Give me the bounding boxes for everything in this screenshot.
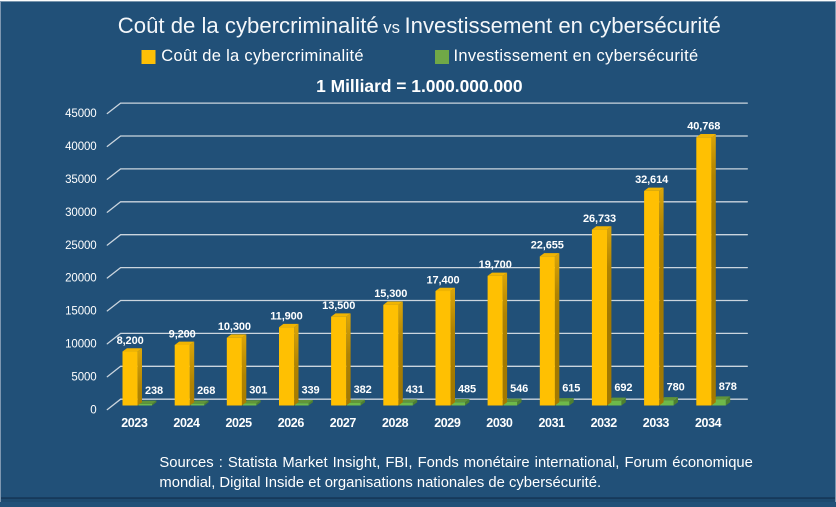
svg-text:2032: 2032 xyxy=(591,416,618,430)
svg-text:Investissement en cybersécurit: Investissement en cybersécurité xyxy=(454,47,699,65)
svg-text:5000: 5000 xyxy=(71,371,96,383)
svg-text:2029: 2029 xyxy=(434,416,461,430)
svg-text:15000: 15000 xyxy=(65,306,96,318)
svg-text:40000: 40000 xyxy=(65,141,96,153)
svg-text:8,200: 8,200 xyxy=(117,335,144,347)
svg-text:9,200: 9,200 xyxy=(169,328,196,340)
svg-text:17,400: 17,400 xyxy=(426,274,459,286)
svg-text:Coût de la cybercriminalité: Coût de la cybercriminalité xyxy=(161,47,364,65)
svg-text:22,655: 22,655 xyxy=(531,240,564,252)
svg-text:19,700: 19,700 xyxy=(479,259,512,271)
svg-text:20000: 20000 xyxy=(65,273,96,285)
svg-text:2024: 2024 xyxy=(173,416,200,430)
svg-text:780: 780 xyxy=(667,382,685,394)
svg-text:40,768: 40,768 xyxy=(687,121,720,133)
svg-text:238: 238 xyxy=(145,385,163,397)
svg-text:13,500: 13,500 xyxy=(322,300,355,312)
svg-text:2027: 2027 xyxy=(330,416,357,430)
svg-text:10,300: 10,300 xyxy=(218,321,251,333)
svg-text:2033: 2033 xyxy=(643,416,670,430)
svg-text:2026: 2026 xyxy=(278,416,305,430)
svg-text:1 Milliard = 1.000.000.000: 1 Milliard = 1.000.000.000 xyxy=(316,76,522,96)
svg-text:25000: 25000 xyxy=(65,240,96,252)
svg-text:339: 339 xyxy=(301,385,319,397)
svg-text:546: 546 xyxy=(510,383,528,395)
svg-text:2028: 2028 xyxy=(382,416,409,430)
svg-text:2025: 2025 xyxy=(225,416,252,430)
svg-text:2031: 2031 xyxy=(538,416,565,430)
svg-text:878: 878 xyxy=(719,381,737,393)
svg-text:11,900: 11,900 xyxy=(270,311,302,323)
svg-text:382: 382 xyxy=(354,384,372,396)
svg-text:2030: 2030 xyxy=(486,416,513,430)
svg-text:301: 301 xyxy=(249,385,267,397)
svg-text:431: 431 xyxy=(406,384,424,396)
svg-text:45000: 45000 xyxy=(65,108,96,120)
svg-text:268: 268 xyxy=(197,385,215,397)
svg-text:0: 0 xyxy=(90,404,96,416)
svg-text:15,300: 15,300 xyxy=(374,288,407,300)
svg-text:692: 692 xyxy=(614,382,632,394)
svg-text:26,733: 26,733 xyxy=(583,213,616,225)
svg-text:2034: 2034 xyxy=(695,416,722,430)
svg-text:485: 485 xyxy=(458,384,476,396)
svg-text:2023: 2023 xyxy=(121,416,148,430)
svg-text:10000: 10000 xyxy=(65,339,96,351)
svg-text:615: 615 xyxy=(562,383,580,395)
svg-text:Coût de la cybercriminalité vs: Coût de la cybercriminalité vs Investiss… xyxy=(118,13,721,38)
svg-text:35000: 35000 xyxy=(65,174,96,186)
svg-text:32,614: 32,614 xyxy=(635,174,669,186)
svg-text:30000: 30000 xyxy=(65,207,96,219)
